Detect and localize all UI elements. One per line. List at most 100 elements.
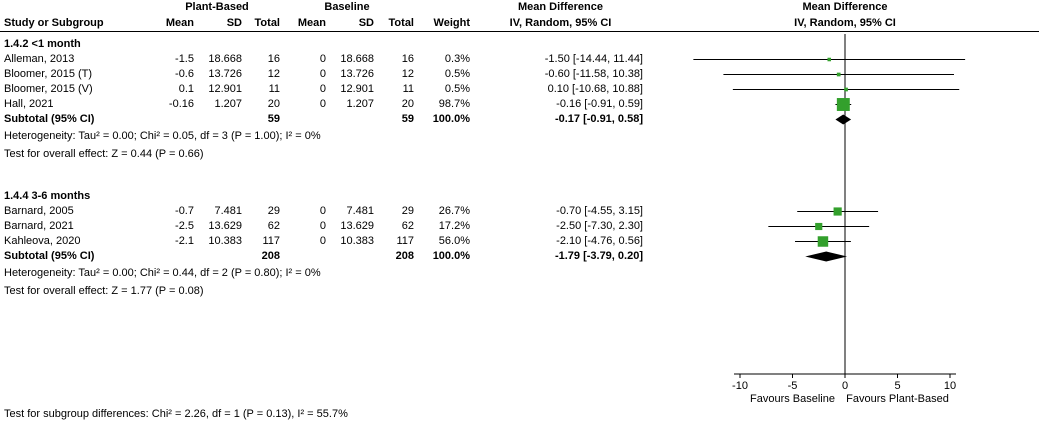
plant-mean: -0.7: [175, 205, 194, 217]
baseline-total-header: Total: [388, 17, 414, 29]
group-header-spacer: [0, 0, 154, 15]
weight-value: 100.0%: [432, 250, 470, 262]
baseline-sd: 1.207: [346, 98, 374, 110]
svg-text:Favours Plant-Based: Favours Plant-Based: [846, 393, 949, 405]
baseline-mean: 0: [319, 205, 326, 217]
empty-cell: [280, 249, 326, 264]
baseline-mean: 0: [319, 98, 326, 110]
study-name: Bloomer, 2015 (V): [4, 83, 93, 95]
study-row: Barnard, 2005 -0.7 7.481 29 0 7.481 29 26.7% -0.…: [0, 204, 1039, 219]
ci-method-text-header: IV, Random, 95% CI: [509, 17, 612, 29]
baseline-sd: 13.726: [340, 68, 374, 80]
baseline-total: 117: [396, 235, 414, 247]
ci-text: -0.60 [-11.58, 10.38]: [544, 68, 643, 80]
subgroup-title: 1.4.2 <1 month: [4, 38, 81, 50]
ci-method-plot-header: IV, Random, 95% CI: [794, 17, 896, 29]
plant-sd: 12.901: [208, 83, 242, 95]
plant-total: 11: [268, 83, 280, 95]
weight-value: 100.0%: [432, 113, 470, 125]
baseline-total: 59: [401, 113, 414, 125]
empty-cell: [326, 249, 374, 264]
baseline-total: 20: [401, 98, 414, 110]
empty-cell: [194, 249, 242, 264]
study-row: Bloomer, 2015 (V) 0.1 12.901 11 0 12.901 11 0.5…: [0, 82, 1039, 97]
weight-value: 26.7%: [438, 205, 470, 217]
subgroup-title: 1.4.4 3-6 months: [4, 190, 91, 202]
weight-value: 17.2%: [438, 220, 470, 232]
ci-text: -1.79 [-3.79, 0.20]: [554, 250, 643, 262]
plant-mean: -1.5: [175, 53, 194, 65]
study-row: Hall, 2021 -0.16 1.207 20 0 1.207 20 98.7% -0.16…: [0, 97, 1039, 112]
weight-value: 0.3%: [444, 53, 470, 65]
study-name: Barnard, 2021: [4, 220, 74, 232]
svg-text:-10: -10: [732, 380, 748, 392]
plant-sd: 7.481: [214, 205, 242, 217]
plant-mean: -2.5: [175, 220, 194, 232]
ci-text: -0.70 [-4.55, 3.15]: [556, 205, 643, 217]
study-row: Kahleova, 2020 -2.1 10.383 117 0 10.383 117 56.…: [0, 234, 1039, 249]
baseline-total: 12: [401, 68, 414, 80]
baseline-sd: 10.383: [340, 235, 374, 247]
weight-column-header: Weight: [433, 17, 470, 29]
baseline-sd: 13.629: [340, 220, 374, 232]
baseline-total: 16: [401, 53, 414, 65]
study-name: Kahleova, 2020: [4, 235, 81, 247]
baseline-mean: 0: [319, 220, 326, 232]
baseline-mean: 0: [319, 68, 326, 80]
plant-mean: -0.16: [168, 98, 194, 110]
subgroup-block: 1.4.4 3-6 months Barnard, 2005 -0.7 7.481 29…: [0, 189, 1039, 300]
baseline-total: 62: [401, 220, 414, 232]
plant-total: 59: [267, 113, 280, 125]
study-name: Barnard, 2005: [4, 205, 74, 217]
ci-text: -0.16 [-0.91, 0.59]: [556, 98, 643, 110]
heterogeneity-stats: Heterogeneity: Tau² = 0.00; Chi² = 0.44,…: [4, 267, 321, 279]
mean-difference-text-header: Mean Difference: [518, 1, 603, 13]
ci-text: 0.10 [-10.68, 10.88]: [547, 83, 643, 95]
plant-total: 29: [267, 205, 280, 217]
subtotal-row: Subtotal (95% CI) 208 208 100.0% -1.79 [-3.7…: [0, 249, 1039, 264]
column-header-row: Study or Subgroup Mean SD Total Mean SD …: [0, 15, 1039, 32]
study-table-body: 1.4.2 <1 month Alleman, 2013 -1.5 18.668 16 0…: [0, 37, 1039, 300]
ci-text: -0.17 [-0.91, 0.58]: [554, 113, 643, 125]
group-header-spacer: [414, 0, 470, 15]
plant-total: 208: [261, 250, 280, 262]
heterogeneity-stats: Heterogeneity: Tau² = 0.00; Chi² = 0.05,…: [4, 130, 321, 142]
svg-text:-5: -5: [788, 380, 798, 392]
weight-value: 0.5%: [444, 83, 470, 95]
ci-text: -2.50 [-7.30, 2.30]: [556, 220, 643, 232]
baseline-total: 11: [402, 83, 414, 95]
subtotal-row: Subtotal (95% CI) 59 59 100.0% -0.17 [-0.91,…: [0, 112, 1039, 127]
plant-total: 20: [267, 98, 280, 110]
subtotal-label: Subtotal (95% CI): [4, 113, 95, 125]
weight-value: 56.0%: [438, 235, 470, 247]
plant-sd: 10.383: [208, 235, 242, 247]
plant-sd-header: SD: [226, 17, 242, 29]
weight-value: 0.5%: [444, 68, 470, 80]
column-group-header-row: Plant-Based Baseline Mean Difference Mea…: [0, 0, 1039, 15]
baseline-total: 208: [395, 250, 414, 262]
plant-mean: -2.1: [175, 235, 194, 247]
baseline-sd: 18.668: [340, 53, 374, 65]
mean-difference-plot-header: Mean Difference: [802, 1, 888, 13]
study-name: Bloomer, 2015 (T): [4, 68, 93, 80]
ci-text: -1.50 [-14.44, 11.44]: [544, 53, 643, 65]
plant-sd: 1.207: [214, 98, 242, 110]
baseline-group-header: Baseline: [324, 1, 370, 13]
subgroup-difference-test: Test for subgroup differences: Chi² = 2.…: [4, 408, 348, 420]
subgroup-block: 1.4.2 <1 month Alleman, 2013 -1.5 18.668 16 0…: [0, 37, 1039, 163]
plant-total-header: Total: [254, 17, 280, 29]
plant-mean: 0.1: [178, 83, 194, 95]
plant-sd: 18.668: [208, 53, 242, 65]
plant-total: 12: [267, 68, 280, 80]
plant-sd: 13.629: [208, 220, 242, 232]
empty-cell: [194, 112, 242, 127]
study-row: Barnard, 2021 -2.5 13.629 62 0 13.629 62 17.2% -…: [0, 219, 1039, 234]
baseline-mean-header: Mean: [297, 17, 326, 29]
baseline-mean: 0: [319, 83, 326, 95]
plant-sd: 13.726: [208, 68, 242, 80]
baseline-mean: 0: [319, 235, 326, 247]
plant-total: 117: [262, 235, 280, 247]
weight-value: 98.7%: [438, 98, 470, 110]
ci-text: -2.10 [-4.76, 0.56]: [556, 235, 643, 247]
